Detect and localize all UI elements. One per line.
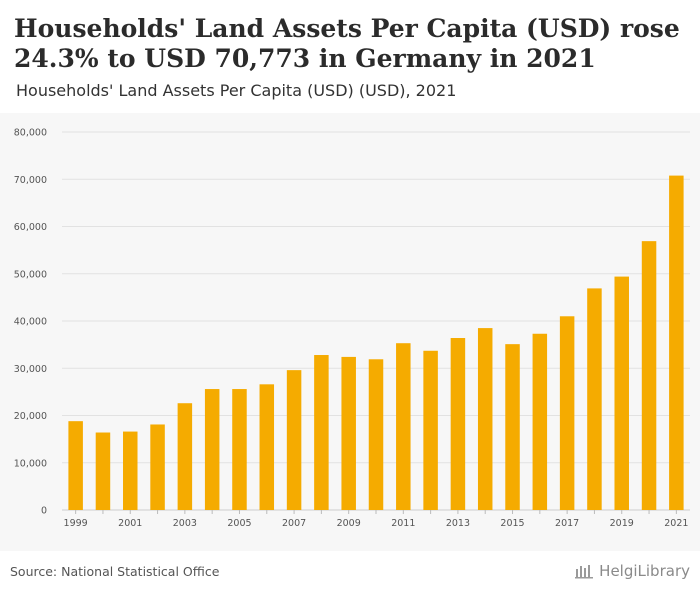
y-tick-label: 40,000 (14, 317, 47, 328)
x-tick-label: 2011 (391, 518, 415, 529)
bar (450, 338, 466, 510)
bar (505, 344, 520, 510)
bar (396, 343, 411, 510)
bar (150, 424, 165, 510)
bar (177, 403, 193, 510)
y-tick-label: 20,000 (14, 411, 47, 422)
x-tick-label: 2003 (173, 518, 197, 529)
x-tick-label: 2017 (555, 518, 579, 529)
x-tick-label: 2015 (500, 518, 524, 529)
y-tick-label: 50,000 (14, 269, 47, 280)
x-tick-label: 2019 (610, 518, 634, 529)
chart-subtitle: Households' Land Assets Per Capita (USD)… (16, 81, 457, 100)
bar (532, 333, 548, 510)
y-tick-label: 60,000 (14, 222, 47, 233)
x-tick-label: 1999 (64, 518, 88, 529)
bar (123, 431, 138, 510)
bar (341, 356, 356, 510)
bar (232, 389, 247, 510)
source-note: Source: National Statistical Office (10, 564, 220, 579)
y-tick-label: 0 (41, 506, 47, 517)
x-tick-label: 2007 (282, 518, 306, 529)
bar (587, 288, 602, 510)
bar (641, 241, 657, 510)
y-tick-label: 70,000 (14, 175, 47, 186)
x-tick-label: 2021 (664, 518, 688, 529)
x-tick-label: 2009 (337, 518, 361, 529)
library-logo-icon (575, 565, 594, 579)
bar (669, 175, 684, 510)
x-tick-label: 2013 (446, 518, 470, 529)
footer: Source: National Statistical Office Helg… (0, 551, 700, 596)
bar (259, 384, 275, 510)
x-tick-label: 2001 (118, 518, 142, 529)
bar (204, 389, 220, 510)
brand-name: HelgiLibrary (599, 562, 690, 580)
bar (477, 328, 493, 510)
bar (559, 316, 575, 510)
brand[interactable]: HelgiLibrary (575, 562, 690, 580)
bar (423, 350, 438, 510)
bar (95, 432, 111, 510)
x-tick-label: 2005 (227, 518, 251, 529)
bar (314, 355, 329, 510)
y-tick-label: 80,000 (14, 128, 47, 139)
chart-area: 0 10,000 20,000 30,000 40,000 50,000 60,000 70,… (0, 113, 700, 551)
y-tick-label: 30,000 (14, 364, 47, 375)
bar (368, 359, 384, 510)
chart-title: Households' Land Assets Per Capita (USD)… (14, 14, 680, 73)
bar-chart: 0 10,000 20,000 30,000 40,000 50,000 60,000 70,… (14, 128, 690, 529)
bar (286, 370, 302, 510)
y-tick-label: 10,000 (14, 458, 47, 469)
bar (68, 421, 83, 510)
bar (614, 276, 629, 510)
